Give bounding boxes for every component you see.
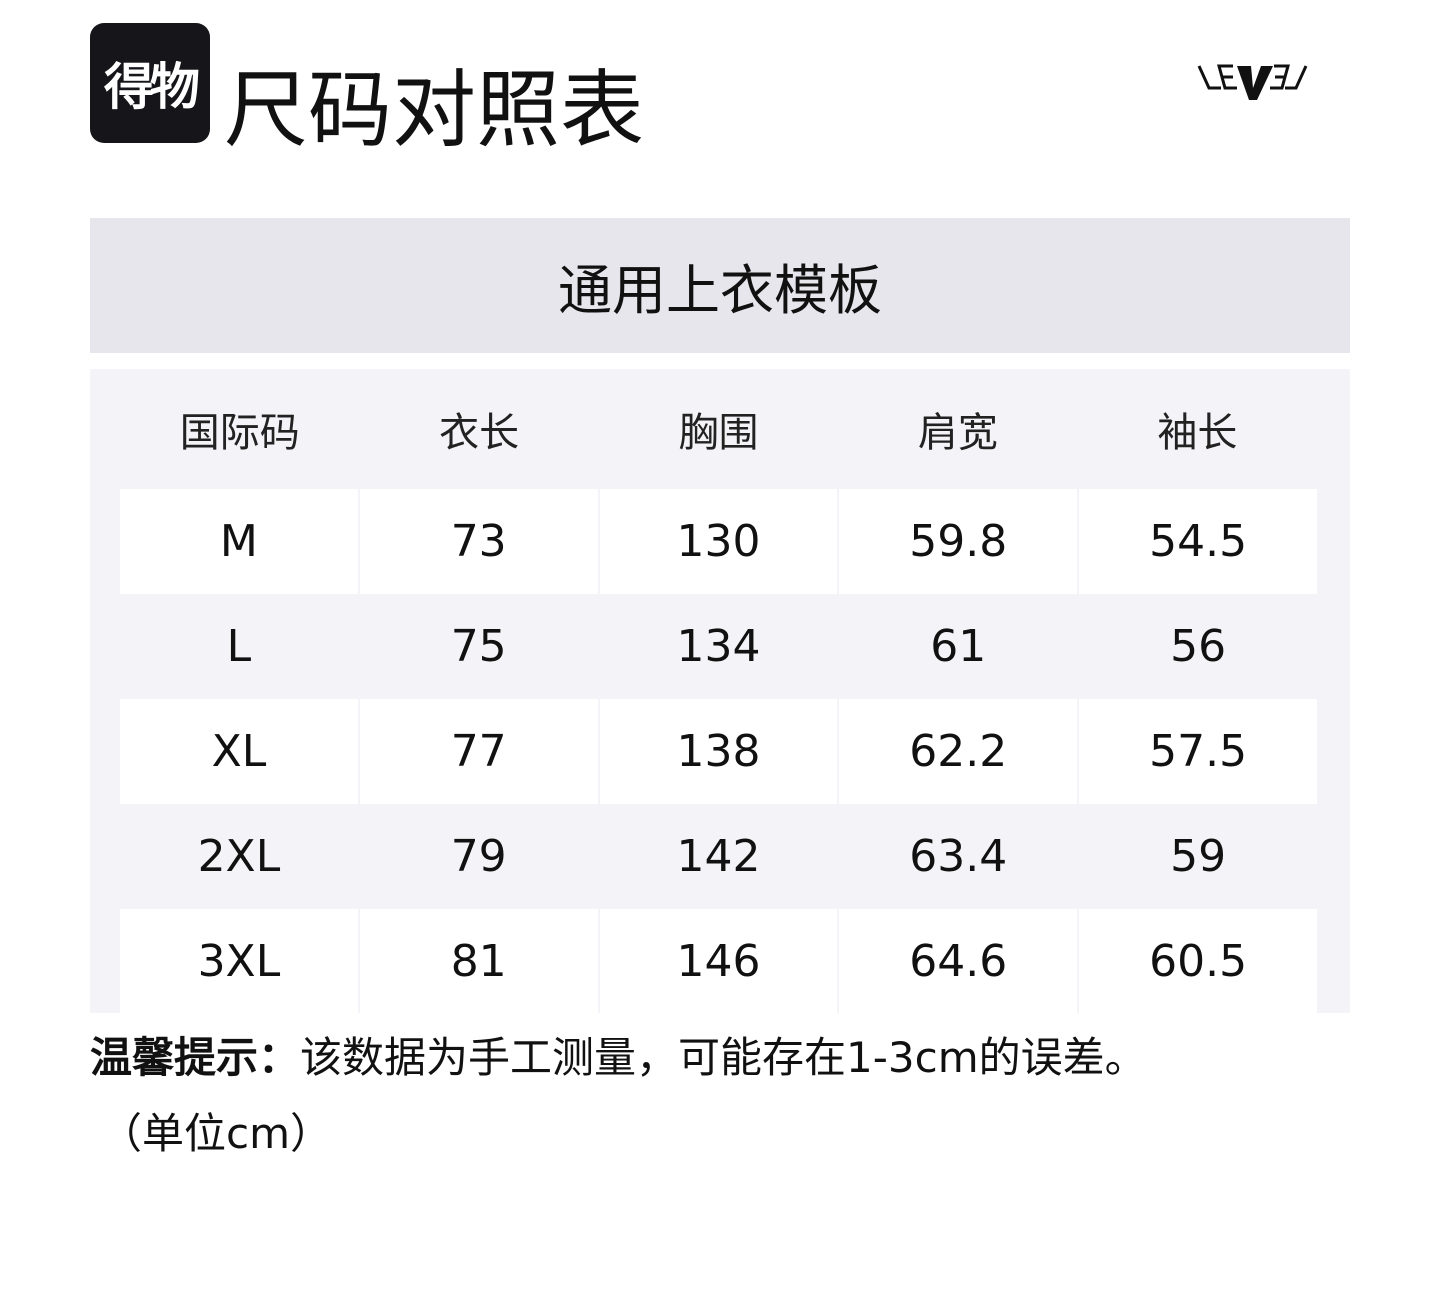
table-cell: 142 xyxy=(676,831,761,882)
table-cell: 75 xyxy=(450,621,507,672)
logo-text: 得物 xyxy=(104,58,200,116)
tip-note: 温馨提示：该数据为手工测量，可能存在1-3cm的误差。 xyxy=(90,1030,1147,1086)
table-cell: 134 xyxy=(676,621,761,672)
table-cell: 54.5 xyxy=(1079,489,1317,594)
table-cell: 63.4 xyxy=(909,831,1008,882)
page-title: 尺码对照表 xyxy=(224,61,645,159)
template-header: 通用上衣模板 xyxy=(90,218,1350,353)
column-header: 肩宽 xyxy=(917,410,998,456)
table-cell: XL xyxy=(120,699,358,804)
table-cell: 138 xyxy=(599,699,838,804)
table-row: M 73 130 59.8 54.5 xyxy=(120,489,1317,594)
table-cell: 64.6 xyxy=(839,909,1078,1013)
column-header: 衣长 xyxy=(439,410,520,456)
table-cell: 62.2 xyxy=(839,699,1078,804)
table-cell: 56 xyxy=(1170,621,1227,672)
table-cell: 57.5 xyxy=(1079,699,1317,804)
table-cell: 79 xyxy=(450,831,507,882)
column-header: 胸围 xyxy=(678,410,759,456)
tip-label: 温馨提示： xyxy=(90,1033,301,1082)
table-cell: 60.5 xyxy=(1079,909,1317,1013)
table-row: XL 77 138 62.2 57.5 xyxy=(120,699,1317,804)
table-cell: 130 xyxy=(599,489,838,594)
table-cell: 2XL xyxy=(197,831,281,882)
column-header: 国际码 xyxy=(179,410,300,456)
table-header-row: 国际码 衣长 胸围 肩宽 袖长 xyxy=(120,369,1317,489)
table-cell: 61 xyxy=(930,621,987,672)
size-table: 国际码 衣长 胸围 肩宽 袖长 M 73 130 59.8 54.5 L 75 134 61 56 XL 77… xyxy=(90,369,1350,1013)
table-row: 3XL 81 146 64.6 60.5 xyxy=(120,909,1317,1013)
table-cell: M xyxy=(120,489,358,594)
brand-logo xyxy=(1197,64,1308,100)
tip-text: 该数据为手工测量，可能存在1-3cm的误差。 xyxy=(300,1033,1147,1082)
table-cell: 59 xyxy=(1170,831,1227,882)
table-cell: 3XL xyxy=(120,909,358,1013)
table-cell: 81 xyxy=(359,909,598,1013)
table-cell: 146 xyxy=(599,909,838,1013)
table-cell: 59.8 xyxy=(839,489,1078,594)
table-row: 2XL 79 142 63.4 59 xyxy=(120,804,1317,909)
table-cell: L xyxy=(226,621,252,672)
column-header: 袖长 xyxy=(1157,410,1238,456)
unit-note: （单位cm） xyxy=(100,1109,333,1158)
table-cell: 77 xyxy=(359,699,598,804)
table-cell: 73 xyxy=(359,489,598,594)
dewu-logo: 得物 xyxy=(90,23,210,143)
table-row: L 75 134 61 56 xyxy=(120,594,1317,699)
